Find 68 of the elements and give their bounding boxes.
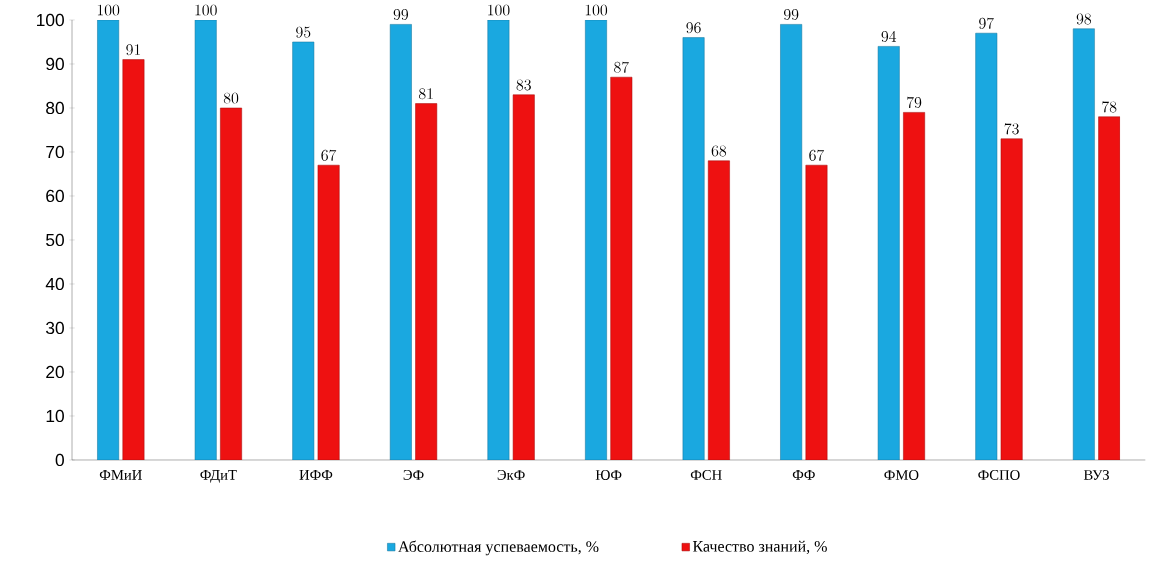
bar: [707, 160, 730, 460]
data-label: 68: [711, 145, 727, 157]
data-label: 99: [393, 9, 409, 21]
data-label: 81: [419, 88, 433, 100]
data-label: 79: [907, 96, 922, 109]
legend-label: Абсолютная успеваемость, %: [398, 540, 599, 556]
data-label: 100: [97, 4, 120, 16]
y-tick-label: 90: [46, 57, 64, 71]
data-label: 73: [1004, 123, 1019, 135]
data-label: 80: [223, 92, 239, 104]
data-label: 91: [126, 44, 141, 56]
bar: [610, 76, 633, 460]
bar: [1000, 138, 1023, 460]
legend-label: Качество знаний, %: [692, 540, 827, 555]
data-label: 100: [195, 4, 217, 16]
y-tick-label: 80: [46, 101, 64, 115]
y-tick-label: 0: [55, 453, 64, 467]
data-label: 96: [686, 22, 701, 34]
data-label: 95: [296, 26, 311, 38]
bar: [97, 19, 120, 460]
bar: [415, 103, 438, 460]
bar: [585, 19, 607, 460]
y-tick-label: 30: [46, 321, 64, 335]
data-label: 87: [614, 61, 629, 73]
data-label: 99: [783, 9, 799, 21]
bar: [1072, 28, 1095, 460]
bar: [903, 112, 925, 460]
x-tick-label: ФФ: [792, 470, 815, 480]
bar: [805, 164, 828, 460]
y-tick-label: 60: [46, 189, 64, 203]
bar: [682, 37, 705, 460]
x-tick-label: ЮФ: [595, 470, 622, 480]
data-label: 67: [321, 149, 337, 161]
bar: [194, 19, 217, 460]
y-tick-label: 10: [46, 409, 64, 423]
x-tick-label: ВУЗ: [1083, 470, 1109, 480]
bar: [975, 32, 998, 460]
bar: [1098, 116, 1121, 460]
bar: [122, 59, 145, 460]
y-tick-label: 20: [46, 365, 64, 379]
x-tick-label: ЭкФ: [497, 470, 525, 480]
data-label: 67: [809, 149, 825, 161]
y-tick-label: 40: [45, 277, 64, 291]
data-label: 94: [881, 30, 897, 43]
x-tick-label: ЭФ: [403, 470, 424, 480]
bar: [292, 41, 315, 460]
data-label: 97: [979, 17, 994, 29]
y-tick-label: 100: [37, 13, 64, 27]
data-label: 78: [1102, 101, 1117, 113]
y-tick-label: 70: [46, 145, 64, 159]
x-tick-label: ФМиИ: [99, 470, 142, 480]
x-tick-label: ИФФ: [299, 470, 333, 480]
data-label: 100: [488, 4, 510, 16]
x-tick-label: ФМО: [884, 470, 919, 480]
bar: [220, 107, 242, 460]
y-tick-label: 50: [46, 233, 64, 247]
bar: [389, 24, 412, 460]
x-tick-label: ФДиТ: [200, 470, 237, 483]
data-label: 100: [585, 4, 608, 16]
bar: [780, 24, 803, 460]
bar: [877, 46, 900, 460]
data-label: 98: [1076, 13, 1092, 25]
x-tick-label: ФСПО: [978, 470, 1020, 480]
data-label: 83: [516, 79, 531, 91]
bar: [512, 94, 535, 460]
bar: [487, 19, 510, 460]
x-tick-label: ФСН: [690, 470, 722, 480]
bar: [317, 164, 340, 460]
